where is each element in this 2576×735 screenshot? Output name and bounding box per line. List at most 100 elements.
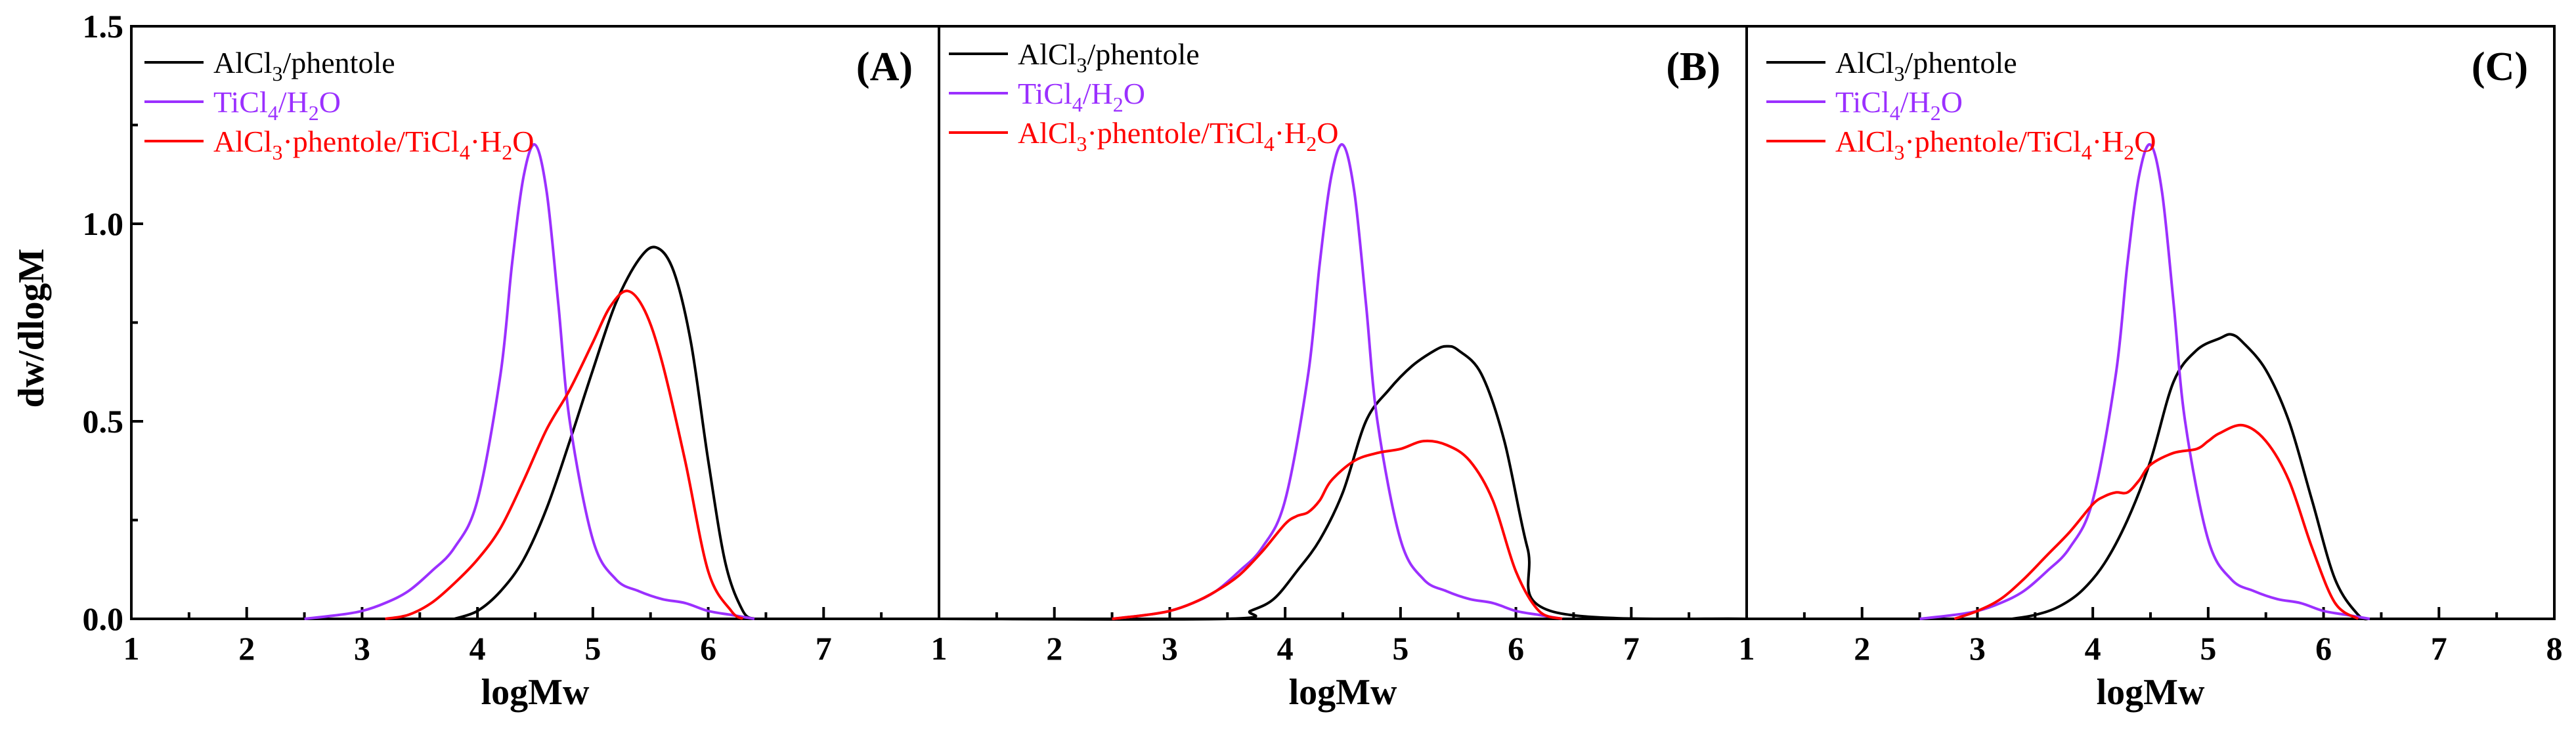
legend-text-part: /phentole <box>1904 46 2017 79</box>
y-tick-label: 0.5 <box>83 403 124 440</box>
legend-entry: TiCl4/H2O <box>213 85 341 125</box>
legend-text-part: 4 <box>1264 132 1275 156</box>
y-axis-title: dw/dlogM <box>11 249 52 408</box>
x-tick-label: 1 <box>1739 630 1755 667</box>
legend-text-part: ·H <box>2092 125 2124 158</box>
x-axis-title: logMw <box>2097 672 2205 713</box>
legend-text-part: /H <box>1900 85 1931 119</box>
legend-text-part: /phentole <box>1087 37 1199 71</box>
series-line-0 <box>938 345 1747 621</box>
x-tick-label: 1 <box>123 630 140 667</box>
legend-text-part: ·phentole/TiCl <box>1904 125 2081 158</box>
series-line-2 <box>385 289 744 620</box>
legend-text-part: 3 <box>272 140 282 164</box>
x-tick-label: 7 <box>1623 630 1640 667</box>
series-line-0 <box>454 245 756 620</box>
legend-text-part: ·phentole/TiCl <box>1087 116 1263 150</box>
x-tick-label: 2 <box>1046 630 1062 667</box>
x-tick-label: 7 <box>816 630 832 667</box>
series-line-2 <box>1954 423 2359 620</box>
legend-text-part: AlCl <box>1835 125 1894 158</box>
legend-text-part: O <box>1317 116 1338 150</box>
x-tick-label: 6 <box>700 630 716 667</box>
legend-text-part: O <box>2134 125 2156 158</box>
legend-text-part: O <box>319 85 341 119</box>
x-tick-label: 5 <box>1392 630 1408 667</box>
panel-label: (B) <box>1666 45 1720 89</box>
legend-text-part: 3 <box>1894 140 1904 164</box>
legend-text-part: 3 <box>1894 62 1904 85</box>
x-tick-label: 3 <box>1162 630 1178 667</box>
legend-entry: TiCl4/H2O <box>1835 85 1963 125</box>
series-line-1 <box>304 143 755 620</box>
legend-text-part: /phentole <box>282 46 395 79</box>
legend-text-part: TiCl <box>1018 77 1072 110</box>
legend-text-part: AlCl <box>1018 116 1076 150</box>
panel-1: 1 2 3 4 5 6 7logMw(B)AlCl3/phentoleTiCl4/H2OAl… <box>931 25 1748 713</box>
x-tick-label: 3 <box>1969 630 1986 667</box>
x-tick-label: 4 <box>2085 630 2101 667</box>
legend-text-part: ·H <box>1275 116 1307 150</box>
chart-panels: 1 2 3 4 5 6 70.00.51.01.5logMw(A)AlCl3/phentol… <box>83 8 2563 713</box>
panel-2: 1 2 3 4 5 6 7 8logMw(C)AlCl3/phentoleTiCl4/H2OA… <box>1739 25 2563 713</box>
x-tick-label: 6 <box>2315 630 2332 667</box>
legend-text-part: 4 <box>268 101 278 125</box>
legend-text-part: 2 <box>502 140 512 164</box>
legend-text-part: TiCl <box>213 85 268 119</box>
legend-text-part: AlCl <box>1018 37 1076 71</box>
legend-entry: AlCl3/phentole <box>1018 37 1200 77</box>
legend-entry: AlCl3·phentole/TiCl4·H2O <box>1835 125 2156 164</box>
panel-label: (C) <box>2472 45 2528 89</box>
legend-entry: AlCl3/phentole <box>1835 46 2017 85</box>
legend-text-part: /H <box>278 85 309 119</box>
x-tick-label: 5 <box>584 630 601 667</box>
x-axis-title: logMw <box>481 672 590 713</box>
legend-text-part: O <box>1124 77 1145 110</box>
x-tick-label: 5 <box>2200 630 2216 667</box>
x-tick-label: 2 <box>1854 630 1870 667</box>
legend-text-part: 2 <box>1931 101 1941 125</box>
legend-text-part: 3 <box>272 62 282 85</box>
series-line-1 <box>1919 143 2370 620</box>
x-tick-label: 7 <box>2431 630 2447 667</box>
x-tick-label: 4 <box>1277 630 1294 667</box>
x-tick-label: 1 <box>931 630 948 667</box>
legend-text-part: 2 <box>309 101 319 125</box>
legend-text-part: AlCl <box>1835 46 1894 79</box>
legend-text-part: AlCl <box>213 46 272 79</box>
legend-text-part: ·H <box>470 125 502 158</box>
legend-text-part: O <box>1941 85 1963 119</box>
series-line-0 <box>2011 333 2370 621</box>
legend-text-part: AlCl <box>213 125 272 158</box>
legend-text-part: 3 <box>1076 53 1087 77</box>
legend-text-part: 2 <box>1113 93 1124 116</box>
legend-entry: AlCl3/phentole <box>213 46 395 85</box>
legend-entry: AlCl3·phentole/TiCl4·H2O <box>1018 116 1338 156</box>
x-axis-title: logMw <box>1289 672 1397 713</box>
y-tick-label: 1.0 <box>83 205 124 242</box>
legend-text-part: 4 <box>2082 140 2092 164</box>
legend-text-part: /H <box>1083 77 1113 110</box>
legend-text-part: 4 <box>1890 101 1900 125</box>
panel-label: (A) <box>856 45 913 89</box>
x-tick-label: 4 <box>469 630 486 667</box>
legend-entry: AlCl3·phentole/TiCl4·H2O <box>213 125 534 164</box>
x-tick-label: 8 <box>2546 630 2563 667</box>
legend-text-part: 2 <box>1306 132 1317 156</box>
legend-text-part: 4 <box>460 140 470 164</box>
legend-text-part: 3 <box>1076 132 1087 156</box>
y-tick-label: 1.5 <box>83 8 124 45</box>
x-tick-label: 2 <box>238 630 255 667</box>
x-tick-label: 6 <box>1508 630 1524 667</box>
y-tick-label: 0.0 <box>83 600 124 637</box>
panel-0: 1 2 3 4 5 6 70.00.51.01.5logMw(A)AlCl3/phentol… <box>83 8 940 713</box>
legend-text-part: TiCl <box>1835 85 1890 119</box>
legend-text-part: O <box>512 125 534 158</box>
legend-text-part: ·phentole/TiCl <box>282 125 459 158</box>
x-tick-label: 3 <box>354 630 370 667</box>
legend-entry: TiCl4/H2O <box>1018 77 1145 116</box>
legend-text-part: 4 <box>1072 93 1083 116</box>
legend-text-part: 2 <box>2124 140 2134 164</box>
